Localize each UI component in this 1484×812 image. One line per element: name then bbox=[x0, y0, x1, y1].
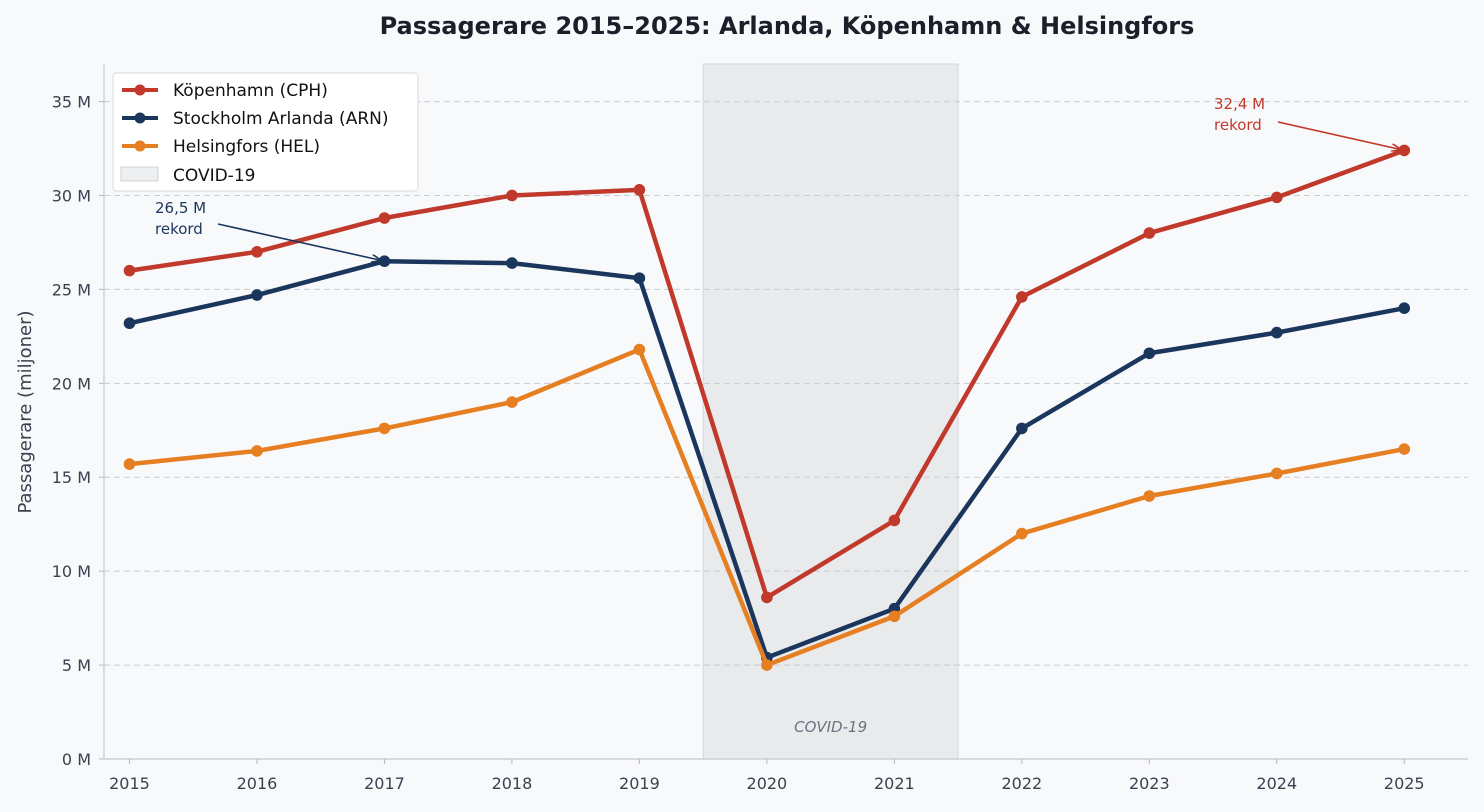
data-point bbox=[761, 659, 773, 671]
data-point bbox=[251, 445, 263, 457]
data-point bbox=[1016, 291, 1028, 303]
y-tick-label: 0 M bbox=[62, 750, 91, 769]
y-tick-label: 20 M bbox=[52, 374, 91, 393]
data-point bbox=[1143, 490, 1156, 502]
legend-marker-arn bbox=[134, 112, 146, 124]
legend-label-cph: Köpenhamn (CPH) bbox=[173, 81, 328, 101]
legend-item-covid: COVID-19 bbox=[120, 166, 255, 186]
x-tick-label: 2017 bbox=[364, 774, 405, 793]
data-point bbox=[1143, 347, 1156, 360]
legend-label-arn: Stockholm Arlanda (ARN) bbox=[173, 109, 388, 129]
x-tick-label: 2020 bbox=[747, 774, 788, 793]
x-tick-label: 2015 bbox=[109, 774, 150, 793]
y-axis-label: Passagerare (miljoner) bbox=[15, 310, 36, 513]
y-tick-label: 30 M bbox=[52, 186, 91, 205]
record-annotation: 32,4 M rekord bbox=[1214, 95, 1400, 149]
legend-marker-hel bbox=[134, 140, 146, 152]
series-2 bbox=[123, 343, 1411, 671]
data-point bbox=[633, 184, 646, 196]
data-point bbox=[1398, 443, 1411, 455]
x-tick-label: 2016 bbox=[237, 774, 278, 793]
x-tick-label: 2023 bbox=[1129, 774, 1170, 793]
data-point bbox=[123, 317, 136, 330]
chart-legend: Köpenhamn (CPH) Stockholm Arlanda (ARN) … bbox=[112, 72, 419, 192]
data-point bbox=[123, 264, 136, 277]
series-0 bbox=[123, 144, 1411, 604]
data-point bbox=[1016, 527, 1028, 540]
annotation-text: 32,4 M rekord bbox=[1214, 95, 1265, 134]
data-point bbox=[888, 514, 901, 527]
y-tick-label: 5 M bbox=[62, 656, 91, 675]
x-tick-label: 2021 bbox=[874, 774, 915, 793]
data-point bbox=[1398, 302, 1411, 314]
data-point bbox=[506, 257, 518, 269]
data-point bbox=[633, 343, 646, 356]
data-point bbox=[378, 422, 391, 435]
data-point bbox=[1143, 227, 1156, 239]
legend-marker-cph bbox=[134, 84, 146, 96]
annotation-arrow bbox=[217, 223, 380, 260]
data-point bbox=[251, 289, 263, 301]
data-point bbox=[378, 212, 391, 224]
annotation-line: 26,5 M bbox=[155, 199, 206, 217]
data-point bbox=[506, 396, 518, 408]
legend-swatch-covid bbox=[120, 166, 159, 182]
data-point bbox=[251, 246, 263, 258]
legend-item-arn: Stockholm Arlanda (ARN) bbox=[122, 109, 388, 129]
legend-item-hel: Helsingfors (HEL) bbox=[122, 137, 320, 157]
legend-item-cph: Köpenhamn (CPH) bbox=[122, 81, 328, 101]
data-point bbox=[1398, 144, 1411, 157]
data-point bbox=[123, 458, 136, 470]
y-tick-label: 15 M bbox=[52, 468, 91, 487]
annotation-line: rekord bbox=[155, 220, 203, 238]
x-tick-label: 2025 bbox=[1384, 774, 1425, 793]
x-tick-label: 2022 bbox=[1001, 774, 1042, 793]
legend-label-hel: Helsingfors (HEL) bbox=[173, 137, 320, 157]
legend-label-covid: COVID-19 bbox=[173, 166, 255, 186]
annotation-line: rekord bbox=[1214, 116, 1262, 134]
covid-shaded-region bbox=[702, 63, 959, 760]
data-point bbox=[1016, 422, 1028, 435]
data-point bbox=[1270, 326, 1283, 339]
x-tick-label: 2018 bbox=[492, 774, 533, 793]
annotation-text: 26,5 M rekord bbox=[155, 199, 206, 238]
y-tick-label: 10 M bbox=[52, 562, 91, 581]
data-point bbox=[1270, 191, 1283, 204]
y-tick-label: 35 M bbox=[52, 93, 91, 112]
data-point bbox=[633, 272, 646, 284]
data-point bbox=[761, 591, 773, 604]
record-annotation: 26,5 M rekord bbox=[155, 199, 380, 260]
data-point bbox=[378, 255, 391, 268]
legend-box bbox=[112, 72, 419, 192]
series-1 bbox=[123, 255, 1411, 664]
data-point bbox=[888, 610, 901, 623]
y-tick-label: 25 M bbox=[52, 280, 91, 299]
data-point bbox=[1270, 467, 1283, 480]
covid-region-label: COVID-19 bbox=[794, 718, 867, 736]
chart-title: Passagerare 2015–2025: Arlanda, Köpenham… bbox=[380, 12, 1195, 40]
data-point bbox=[506, 189, 518, 202]
x-tick-label: 2019 bbox=[619, 774, 660, 793]
annotation-arrow bbox=[1277, 121, 1400, 149]
annotation-line: 32,4 M bbox=[1214, 95, 1265, 113]
x-tick-label: 2024 bbox=[1256, 774, 1297, 793]
